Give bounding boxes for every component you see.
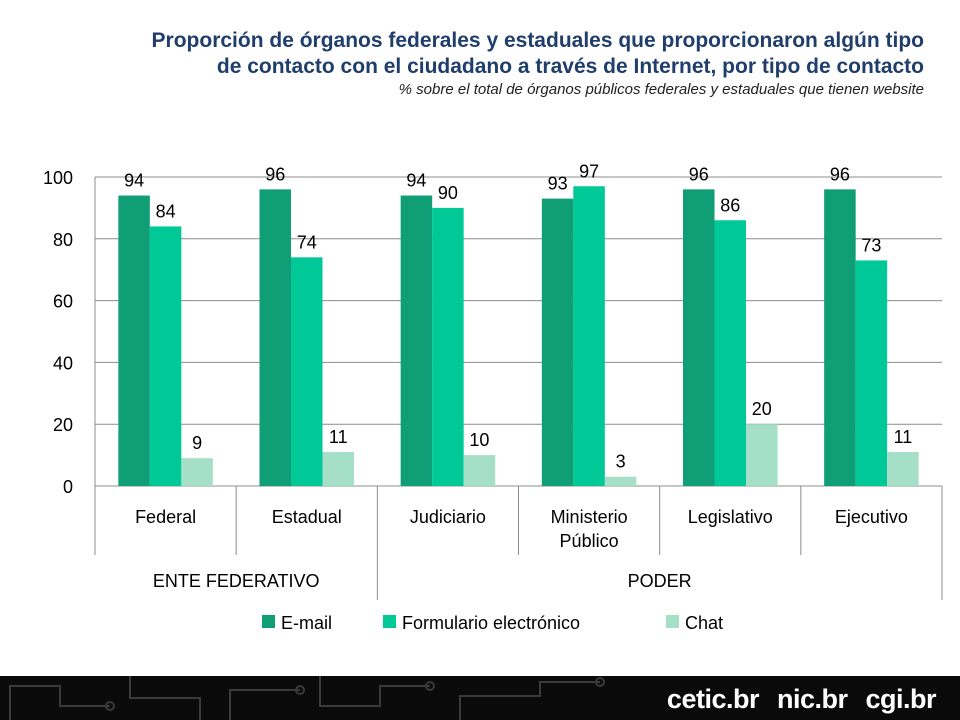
x-tick-label: Público — [560, 531, 619, 551]
data-label: 10 — [469, 430, 489, 450]
data-label: 11 — [329, 427, 348, 447]
bar — [855, 260, 888, 486]
cgi-logo: cgi.br — [865, 683, 936, 714]
y-tick-label: 40 — [53, 353, 73, 373]
bar — [463, 455, 496, 486]
y-tick-label: 60 — [53, 292, 73, 312]
x-tick-label: Judiciario — [410, 507, 486, 527]
bar — [887, 452, 919, 486]
group-label: PODER — [628, 571, 692, 591]
bar — [181, 458, 213, 486]
legend-label: Chat — [685, 613, 723, 633]
bar — [291, 257, 323, 486]
cetic-logo: cetic.br — [666, 683, 760, 714]
footer-bar: cetic.br nic.br cgi.br — [0, 676, 960, 720]
y-tick-label: 80 — [53, 230, 73, 250]
data-label: 20 — [752, 399, 772, 419]
x-tick-label: Estadual — [272, 507, 342, 527]
legend-swatch — [262, 615, 275, 628]
data-label: 11 — [894, 427, 913, 447]
x-tick-label: Legislativo — [688, 507, 773, 527]
x-tick-label: Ministerio — [551, 507, 628, 527]
data-label: 86 — [720, 195, 740, 215]
nic-logo: nic.br — [776, 683, 848, 714]
bar — [149, 226, 182, 486]
data-label: 96 — [265, 164, 285, 184]
logo-group: cetic.br nic.br cgi.br — [666, 682, 937, 716]
legend-swatch — [666, 615, 679, 628]
bar — [541, 198, 574, 486]
data-label: 9 — [192, 433, 202, 453]
bar — [604, 476, 637, 486]
legend-swatch — [383, 615, 396, 628]
bar-chart: 0 20 40 60 80 100 94 84 9 Federal 96 74 11 Estadual 94… — [43, 161, 943, 633]
circuit-decoration — [9, 676, 605, 720]
data-label: 94 — [406, 171, 426, 191]
bar — [400, 195, 433, 487]
bar — [432, 207, 464, 486]
x-tick-label: Federal — [135, 507, 196, 527]
bar — [714, 220, 746, 486]
data-label: 84 — [156, 201, 176, 221]
bar — [322, 452, 354, 486]
title-block: Proporción de órganos federales y estadu… — [144, 28, 924, 100]
x-tick-label: Ejecutivo — [835, 507, 908, 527]
data-label: 90 — [438, 183, 458, 203]
legend-label: E-mail — [281, 613, 332, 633]
data-label: 97 — [579, 161, 599, 181]
bar — [118, 195, 150, 487]
bar — [573, 186, 605, 486]
chart-subtitle: % sobre el total de órganos públicos fed… — [398, 81, 924, 98]
y-tick-label: 20 — [53, 415, 73, 435]
bar — [746, 424, 778, 486]
data-label: 96 — [830, 164, 850, 184]
data-label: 94 — [124, 171, 144, 191]
y-tick-label: 0 — [63, 477, 73, 497]
chart-title: Proporción de órganos federales y estadu… — [151, 29, 924, 78]
group-label: ENTE FEDERATIVO — [153, 571, 320, 591]
data-label: 96 — [689, 164, 709, 184]
data-label: 93 — [548, 174, 568, 194]
legend-label: Formulario electrónico — [402, 613, 580, 633]
bar — [259, 189, 291, 487]
data-label: 74 — [297, 232, 317, 252]
data-label: 3 — [616, 452, 626, 472]
y-tick-label: 100 — [43, 168, 73, 188]
bar — [824, 189, 856, 487]
bar — [683, 189, 715, 487]
data-label: 73 — [861, 235, 881, 255]
